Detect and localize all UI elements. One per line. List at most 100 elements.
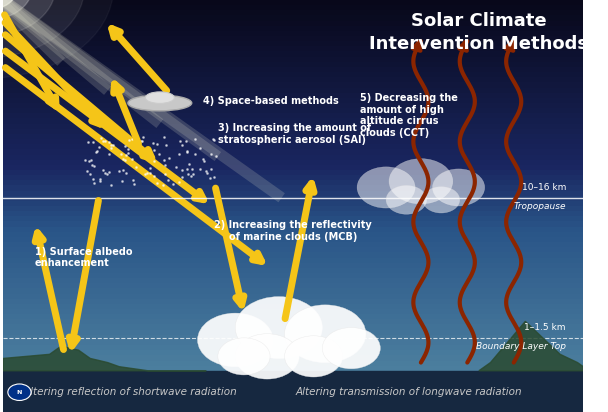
- Point: [206, 151, 216, 157]
- Bar: [3, 396, 583, 402]
- Bar: [3, 119, 583, 124]
- Point: [123, 146, 133, 153]
- Bar: [3, 371, 583, 376]
- Point: [209, 136, 218, 142]
- Point: [159, 133, 169, 140]
- Bar: [3, 159, 583, 165]
- Bar: [3, 407, 583, 412]
- Point: [127, 156, 137, 162]
- Point: [174, 150, 184, 157]
- Text: N: N: [17, 390, 22, 395]
- Point: [181, 138, 191, 144]
- Point: [183, 170, 193, 177]
- Polygon shape: [3, 346, 206, 371]
- Point: [191, 136, 201, 143]
- Point: [100, 137, 110, 144]
- Circle shape: [235, 297, 322, 358]
- Point: [130, 180, 139, 187]
- Circle shape: [386, 185, 427, 214]
- Text: Solar Climate
Intervention Methods: Solar Climate Intervention Methods: [370, 12, 589, 53]
- Bar: [3, 335, 583, 340]
- Point: [104, 151, 114, 157]
- Bar: [3, 258, 583, 263]
- Point: [128, 177, 138, 183]
- Bar: [3, 98, 583, 103]
- Bar: [3, 299, 583, 304]
- Circle shape: [322, 328, 380, 369]
- Text: 3) Increasing the amount of
stratospheric aerosol (SAI): 3) Increasing the amount of stratospheri…: [218, 123, 371, 145]
- Bar: [3, 62, 583, 67]
- Bar: [3, 371, 583, 412]
- Point: [104, 169, 114, 175]
- Point: [198, 156, 208, 162]
- Point: [140, 171, 150, 178]
- Point: [88, 139, 98, 145]
- Point: [102, 171, 112, 178]
- Point: [138, 134, 148, 140]
- Bar: [3, 206, 583, 211]
- Bar: [3, 190, 583, 196]
- Polygon shape: [479, 321, 583, 371]
- Bar: [3, 376, 583, 381]
- Text: Altering reflection of shortwave radiation: Altering reflection of shortwave radiati…: [24, 387, 238, 397]
- Bar: [3, 294, 583, 299]
- Point: [108, 142, 117, 149]
- Bar: [3, 87, 583, 93]
- Point: [86, 170, 95, 177]
- Bar: [3, 5, 583, 10]
- Point: [153, 180, 162, 186]
- Point: [84, 157, 94, 164]
- Bar: [3, 391, 583, 396]
- Circle shape: [285, 336, 342, 377]
- Point: [131, 164, 141, 171]
- Bar: [3, 113, 583, 119]
- Point: [96, 135, 106, 141]
- Bar: [3, 180, 583, 185]
- Point: [159, 157, 169, 164]
- Point: [177, 142, 187, 148]
- Point: [187, 173, 196, 180]
- Point: [106, 142, 116, 148]
- Circle shape: [432, 169, 485, 206]
- Bar: [3, 170, 583, 175]
- Bar: [3, 227, 583, 232]
- Point: [91, 149, 101, 155]
- Point: [182, 165, 192, 172]
- Bar: [3, 150, 583, 154]
- Point: [195, 165, 204, 172]
- Text: Altering transmission of longwave radiation: Altering transmission of longwave radiat…: [296, 387, 523, 397]
- Point: [168, 180, 178, 187]
- Point: [106, 181, 116, 188]
- Point: [148, 140, 158, 146]
- Bar: [3, 355, 583, 360]
- Point: [209, 174, 219, 181]
- Bar: [3, 402, 583, 407]
- Ellipse shape: [145, 92, 174, 103]
- Bar: [3, 57, 583, 62]
- Point: [165, 154, 174, 161]
- Circle shape: [0, 0, 55, 37]
- Point: [121, 152, 131, 159]
- Point: [149, 157, 159, 164]
- Point: [163, 176, 173, 183]
- Bar: [3, 26, 583, 31]
- Point: [95, 178, 105, 184]
- Bar: [3, 139, 583, 144]
- Bar: [3, 103, 583, 108]
- Point: [128, 136, 137, 143]
- Bar: [3, 175, 583, 180]
- Circle shape: [235, 334, 299, 379]
- Circle shape: [0, 0, 85, 58]
- Point: [80, 157, 90, 164]
- Point: [195, 145, 205, 151]
- Bar: [3, 345, 583, 350]
- Bar: [3, 16, 583, 21]
- Point: [86, 157, 95, 164]
- Point: [161, 142, 171, 149]
- Bar: [3, 165, 583, 170]
- Text: 10–16 km: 10–16 km: [522, 183, 566, 192]
- Bar: [3, 82, 583, 88]
- Bar: [3, 309, 583, 314]
- Point: [88, 162, 97, 169]
- Point: [177, 173, 187, 180]
